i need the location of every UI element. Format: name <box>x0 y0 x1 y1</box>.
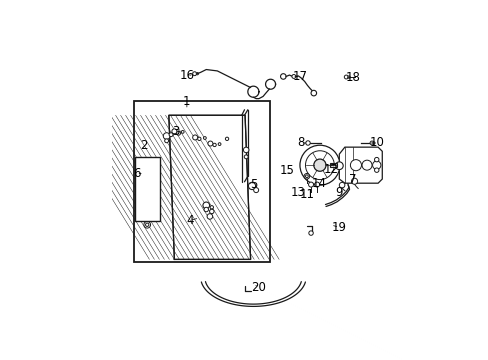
Circle shape <box>196 73 198 75</box>
Text: 12: 12 <box>323 163 338 176</box>
Text: 9: 9 <box>335 186 343 199</box>
Text: 20: 20 <box>251 281 266 294</box>
Circle shape <box>344 75 347 79</box>
Circle shape <box>181 131 183 133</box>
Bar <box>134 102 269 262</box>
Text: 6: 6 <box>132 167 140 180</box>
Circle shape <box>248 183 255 190</box>
Circle shape <box>212 143 216 147</box>
Circle shape <box>197 137 201 140</box>
Bar <box>329 163 336 167</box>
Circle shape <box>172 129 177 134</box>
Text: 16: 16 <box>179 68 194 82</box>
Circle shape <box>351 178 357 184</box>
Polygon shape <box>168 115 250 260</box>
Circle shape <box>372 161 380 169</box>
Circle shape <box>305 175 307 177</box>
Circle shape <box>209 209 214 214</box>
Circle shape <box>310 90 316 96</box>
Circle shape <box>253 188 258 193</box>
Bar <box>135 157 160 221</box>
Circle shape <box>203 136 206 139</box>
Circle shape <box>203 207 208 212</box>
Circle shape <box>192 72 196 76</box>
Circle shape <box>350 159 361 171</box>
Circle shape <box>169 133 173 136</box>
Circle shape <box>305 151 334 180</box>
Circle shape <box>210 206 213 209</box>
Circle shape <box>143 221 150 228</box>
Circle shape <box>369 141 373 145</box>
Text: 13: 13 <box>290 186 305 199</box>
Circle shape <box>164 139 168 143</box>
Circle shape <box>329 164 331 166</box>
Circle shape <box>244 155 247 159</box>
Text: 19: 19 <box>331 221 346 234</box>
Circle shape <box>176 131 180 135</box>
Circle shape <box>207 214 212 219</box>
Text: 18: 18 <box>345 71 360 84</box>
Circle shape <box>203 202 209 209</box>
Circle shape <box>374 168 378 172</box>
Circle shape <box>291 75 295 78</box>
Text: 7: 7 <box>349 172 356 185</box>
Text: 2: 2 <box>140 139 147 152</box>
Text: 4: 4 <box>185 214 193 227</box>
Text: 10: 10 <box>368 136 384 149</box>
Text: 17: 17 <box>292 70 307 83</box>
Text: 15: 15 <box>279 164 293 177</box>
Circle shape <box>207 141 212 146</box>
Text: 1: 1 <box>183 95 190 108</box>
Circle shape <box>313 159 325 171</box>
Text: 11: 11 <box>299 188 314 201</box>
Circle shape <box>280 74 285 79</box>
Text: 5: 5 <box>249 178 257 191</box>
Circle shape <box>308 182 313 187</box>
Circle shape <box>361 160 371 170</box>
Circle shape <box>335 162 343 170</box>
Circle shape <box>145 223 148 226</box>
Circle shape <box>218 143 221 145</box>
Circle shape <box>308 231 313 235</box>
Circle shape <box>243 147 248 153</box>
Circle shape <box>305 141 309 145</box>
Circle shape <box>225 137 228 140</box>
Circle shape <box>299 145 339 185</box>
Text: 14: 14 <box>311 177 326 190</box>
Circle shape <box>192 135 197 140</box>
Circle shape <box>163 133 170 139</box>
Text: 8: 8 <box>296 136 304 149</box>
Circle shape <box>374 157 378 162</box>
Text: 3: 3 <box>172 125 179 138</box>
Circle shape <box>347 76 349 78</box>
Circle shape <box>304 174 309 179</box>
Circle shape <box>339 183 344 188</box>
Circle shape <box>314 182 319 187</box>
Circle shape <box>332 164 333 166</box>
Circle shape <box>372 142 374 144</box>
Circle shape <box>334 164 336 166</box>
Polygon shape <box>339 147 382 183</box>
